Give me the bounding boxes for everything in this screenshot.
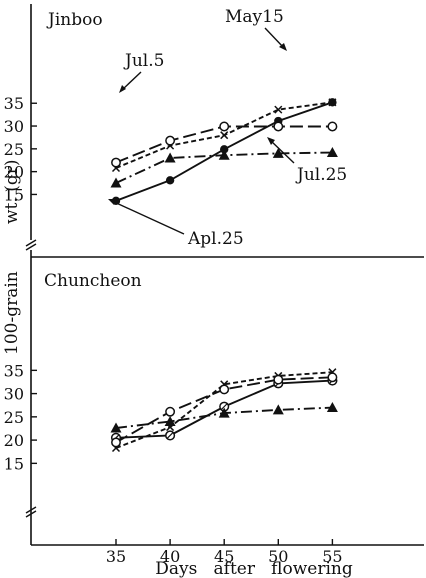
data-point-may15 <box>220 131 229 140</box>
data-point-jul5 <box>273 374 284 385</box>
data-point-jul25 <box>218 149 230 160</box>
lower-plot-area <box>110 368 338 453</box>
series-label-apl25: Apl.25 <box>108 199 244 249</box>
data-point-jul5 <box>273 121 284 132</box>
data-point-jul25 <box>326 146 338 157</box>
data-point-jul25 <box>272 147 284 158</box>
data-point-jul25 <box>326 402 338 413</box>
y-tick-label: 30 <box>4 385 24 404</box>
svg-text:Jul.25: Jul.25 <box>295 165 347 185</box>
data-point-apl25 <box>165 430 176 441</box>
x-tick-label: 35 <box>106 547 126 566</box>
x-axis-title: Days after flowering <box>155 559 353 578</box>
x-ticks: 35 40 45 50 55 <box>106 539 343 566</box>
series-label-jul25: Jul.25 <box>267 137 347 185</box>
svg-text:Jul.5: Jul.5 <box>123 51 164 71</box>
x-tick-label: 40 <box>160 547 180 566</box>
y-tick-label: 15 <box>4 185 24 204</box>
data-point-jul25 <box>272 404 284 415</box>
data-point-jul5 <box>327 372 338 383</box>
lower-y-ticks: 15 20 25 30 35 <box>4 361 37 473</box>
series-label-jul5: Jul.5 <box>119 51 164 93</box>
y-tick-label: 20 <box>4 163 24 182</box>
data-point-jul5 <box>111 437 121 448</box>
y-axis-break-lower <box>25 506 37 518</box>
y-axis-label-lower: 100-grain <box>2 271 22 355</box>
data-point-apl25 <box>111 196 121 206</box>
x-tick-label: 55 <box>322 547 342 566</box>
y-tick-label: 35 <box>4 361 24 380</box>
y-tick-label: 35 <box>4 94 24 113</box>
data-point-jul5 <box>165 406 176 417</box>
data-point-may15 <box>328 98 337 107</box>
y-tick-label: 30 <box>4 117 24 136</box>
x-tick-label: 45 <box>214 547 234 566</box>
panel-title-lower: Chuncheon <box>44 271 142 291</box>
upper-plot-area <box>110 98 338 206</box>
y-tick-label: 25 <box>4 140 24 159</box>
data-point-apl25 <box>165 176 175 185</box>
data-point-jul25 <box>110 422 122 433</box>
data-point-may15 <box>274 105 283 114</box>
data-point-jul5 <box>219 121 230 132</box>
y-tick-label: 25 <box>4 408 24 427</box>
data-point-jul25 <box>218 407 230 418</box>
data-point-jul5 <box>327 121 338 132</box>
data-point-jul25 <box>164 416 176 426</box>
y-axis-label-upper: wt. (gr) <box>2 160 22 224</box>
x-tick-label: 50 <box>268 547 288 566</box>
data-point-jul25 <box>110 177 122 188</box>
panel-title-upper: Jinboo <box>46 10 103 30</box>
data-point-jul5 <box>165 135 176 146</box>
series-label-may15: May15 <box>225 7 287 51</box>
data-point-jul5 <box>111 157 121 168</box>
data-point-jul25 <box>164 152 176 163</box>
y-axis-break-upper <box>25 239 37 251</box>
svg-text:May15: May15 <box>225 7 284 27</box>
data-point-apl25 <box>220 145 229 154</box>
data-point-jul5 <box>219 384 230 395</box>
y-tick-label: 15 <box>4 454 24 473</box>
svg-text:Apl.25: Apl.25 <box>187 229 244 249</box>
y-tick-label: 20 <box>4 431 24 450</box>
upper-y-ticks: 15 20 25 30 35 <box>4 94 37 204</box>
